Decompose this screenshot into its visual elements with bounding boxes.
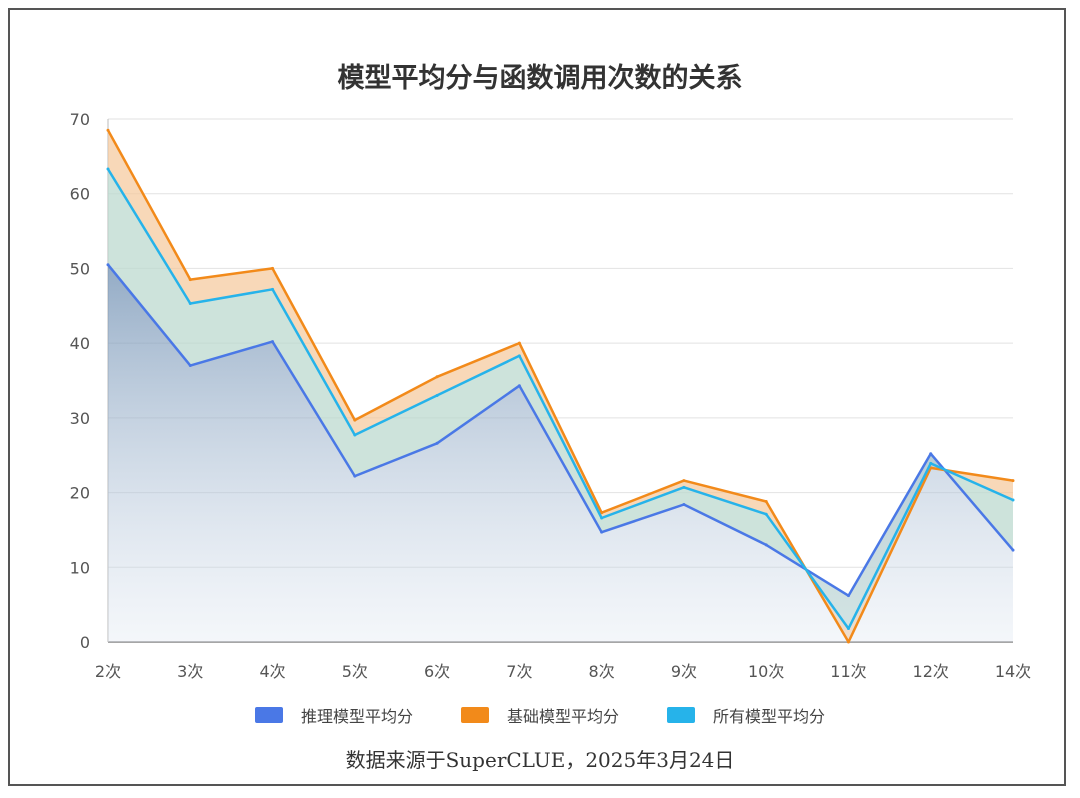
x-tick-label: 4次 — [259, 662, 285, 681]
data-point — [600, 511, 604, 515]
legend-label-base: 基础模型平均分 — [506, 707, 619, 726]
x-tick-label: 10次 — [748, 662, 784, 681]
legend-swatch-reasoning — [254, 707, 283, 723]
x-tick-label: 7次 — [506, 662, 532, 681]
data-point — [1011, 498, 1015, 502]
data-point — [517, 384, 521, 388]
data-point — [517, 354, 521, 358]
line-base-model — [106, 129, 1014, 644]
y-tick-label: 30 — [70, 409, 90, 428]
data-point — [188, 302, 192, 306]
data-point — [435, 375, 439, 379]
data-point — [682, 503, 686, 507]
data-point — [846, 627, 850, 631]
data-point — [435, 441, 439, 445]
data-point — [846, 640, 850, 644]
data-point — [353, 418, 357, 422]
x-tick-label: 14次 — [995, 662, 1031, 681]
legend-label-reasoning: 推理模型平均分 — [300, 707, 413, 726]
data-point — [517, 341, 521, 345]
area-reasoning-model — [108, 264, 1013, 642]
line-all-model — [106, 168, 1014, 630]
x-tick-label: 9次 — [671, 662, 697, 681]
x-tick-label: 6次 — [424, 662, 450, 681]
legend: 推理模型平均分 基础模型平均分 所有模型平均分 — [0, 703, 1080, 727]
data-point — [764, 500, 768, 504]
legend-item-base[interactable]: 基础模型平均分 — [460, 703, 619, 727]
data-point — [929, 461, 933, 465]
legend-swatch-all — [667, 707, 695, 723]
y-tick-label: 20 — [70, 484, 90, 503]
data-point — [271, 340, 275, 344]
y-tick-label: 70 — [70, 110, 90, 129]
y-tick-label: 60 — [70, 185, 90, 204]
data-point — [353, 433, 357, 437]
legend-item-all[interactable]: 所有模型平均分 — [667, 703, 825, 727]
data-point — [188, 278, 192, 282]
data-point — [846, 594, 850, 598]
x-tick-label: 5次 — [342, 662, 368, 681]
line-reasoning-model — [107, 263, 1014, 597]
legend-item-reasoning[interactable]: 推理模型平均分 — [254, 703, 413, 727]
data-point — [764, 543, 768, 547]
x-tick-label: 11次 — [830, 662, 866, 681]
source-note: 数据来源于SuperCLUE，2025年3月24日 — [345, 748, 735, 772]
data-point — [271, 287, 275, 291]
legend-label-all: 所有模型平均分 — [713, 707, 826, 726]
x-tick-label: 3次 — [177, 662, 203, 681]
data-point — [188, 364, 192, 368]
data-point — [271, 266, 275, 270]
x-tick-label: 8次 — [589, 662, 615, 681]
data-point — [682, 485, 686, 489]
x-tick-label: 2次 — [95, 662, 121, 681]
data-point — [682, 479, 686, 483]
y-tick-label: 10 — [70, 558, 90, 577]
legend-swatch-base — [460, 707, 489, 723]
y-tick-label: 50 — [70, 259, 90, 278]
data-point — [764, 512, 768, 516]
data-point — [929, 452, 933, 456]
chart-title: 模型平均分与函数调用次数的关系 — [337, 63, 743, 94]
data-point — [1011, 548, 1015, 552]
data-point — [435, 393, 439, 397]
data-point — [106, 128, 110, 132]
y-tick-label: 40 — [70, 334, 90, 353]
data-point — [1011, 479, 1015, 483]
data-point — [600, 530, 604, 534]
data-point — [353, 474, 357, 478]
y-tick-label: 0 — [80, 633, 90, 652]
data-point — [600, 516, 604, 520]
x-tick-label: 12次 — [913, 662, 949, 681]
data-point — [106, 263, 110, 267]
data-point — [106, 167, 110, 171]
